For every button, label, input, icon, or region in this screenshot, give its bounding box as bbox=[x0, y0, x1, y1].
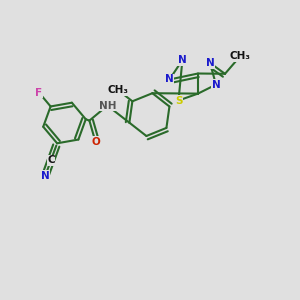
Text: F: F bbox=[35, 88, 43, 98]
Text: NH: NH bbox=[99, 100, 116, 111]
Text: CH₃: CH₃ bbox=[108, 85, 129, 95]
Text: S: S bbox=[175, 95, 182, 106]
Text: N: N bbox=[165, 74, 174, 85]
Text: CH₃: CH₃ bbox=[230, 51, 250, 62]
Text: N: N bbox=[178, 55, 187, 65]
Text: O: O bbox=[91, 136, 100, 147]
Text: C: C bbox=[47, 155, 55, 165]
Text: N: N bbox=[212, 80, 220, 90]
Text: N: N bbox=[206, 58, 214, 68]
Text: N: N bbox=[41, 171, 50, 181]
